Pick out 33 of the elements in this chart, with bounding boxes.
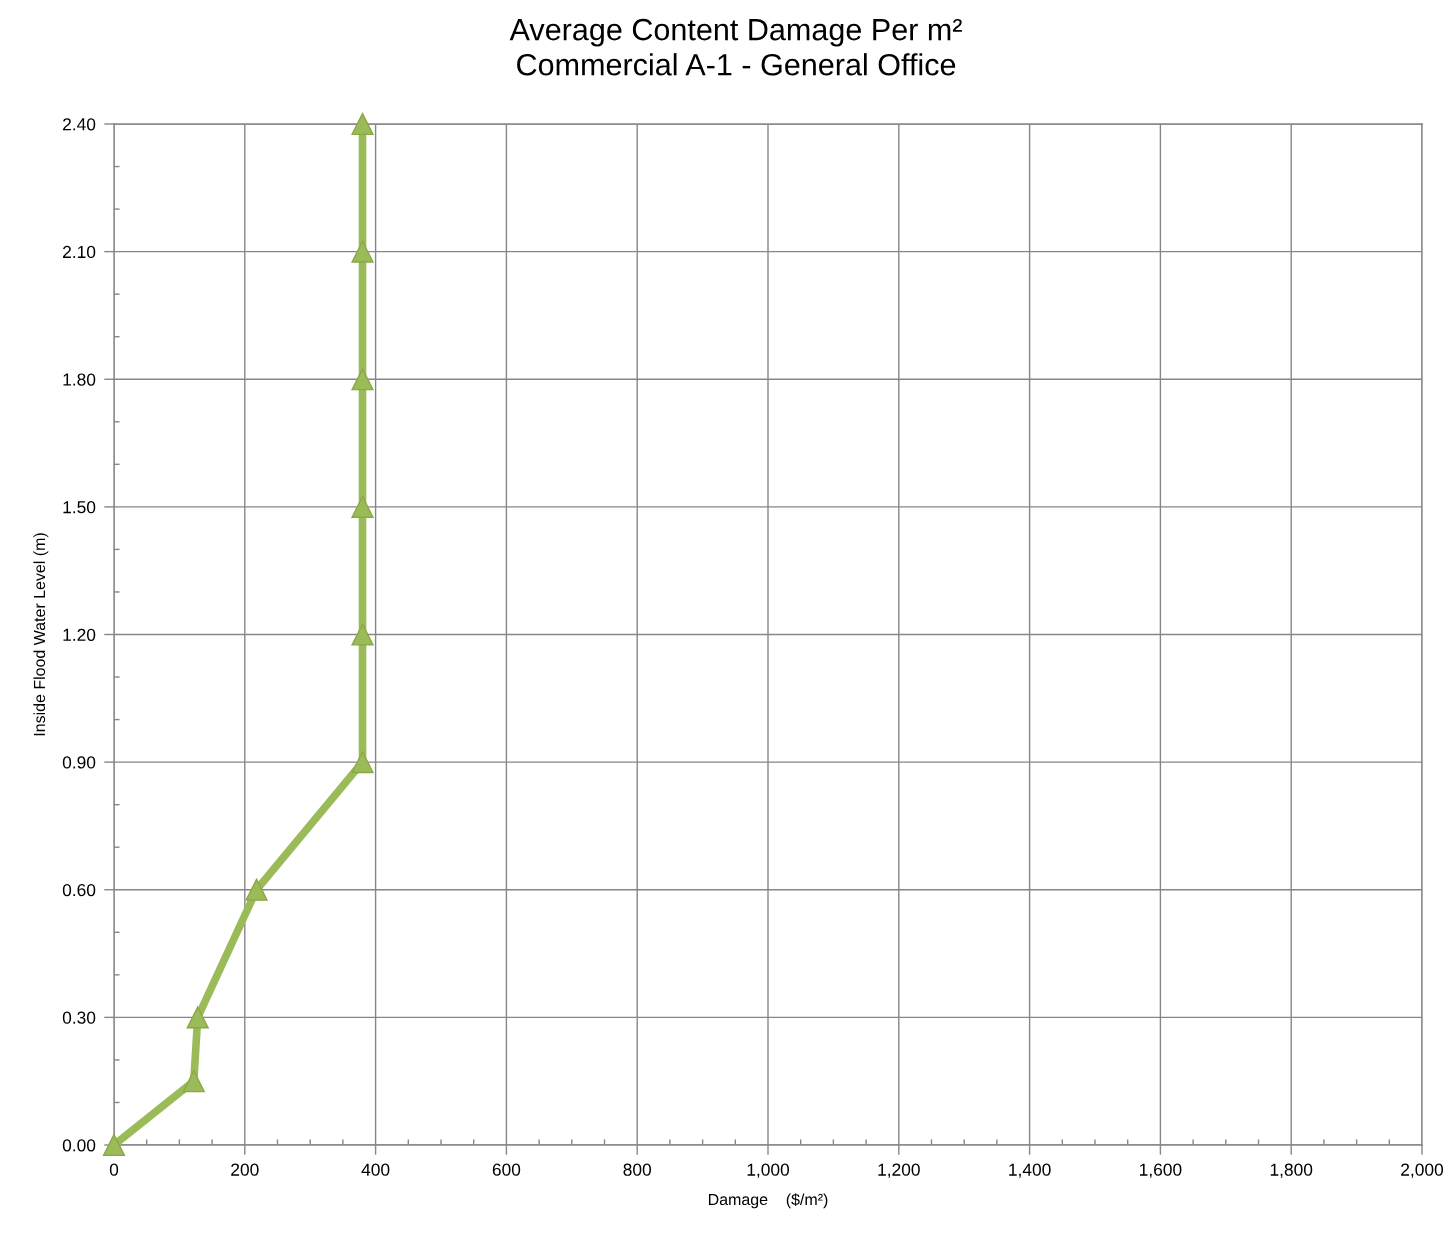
chart-title: Average Content Damage Per m² Commercial A-1 - General Office (509, 18, 962, 76)
x-axis-title: Damage ($/m²) (708, 1193, 828, 1209)
x-tick-label: 0 (109, 1163, 119, 1176)
point (102, 1133, 126, 1157)
x-tick-label: 600 (492, 1163, 521, 1176)
y-tick-label: 2.10 (63, 245, 96, 259)
y-tick-label: 0.30 (62, 1011, 96, 1024)
x-tick-label: 1,400 (1009, 1163, 1051, 1178)
y-axis-title: Inside Flood Water Level (m) (33, 533, 49, 736)
point (186, 1006, 209, 1029)
x-tick-label: 800 (623, 1163, 652, 1176)
point (182, 1070, 205, 1093)
y-tick-label: 1.20 (63, 628, 96, 641)
x-tick-label: 1,200 (878, 1163, 920, 1178)
y-tick-label: 0.00 (62, 1139, 96, 1152)
point (351, 240, 374, 263)
y-tick-label: 0.90 (62, 756, 96, 769)
point (351, 368, 374, 391)
x-tick-label: 200 (231, 1163, 259, 1176)
point (351, 751, 374, 774)
x-tick-label: 1,800 (1270, 1163, 1313, 1178)
point (351, 112, 374, 136)
point (351, 495, 374, 518)
x-tick-label: 1,600 (1140, 1163, 1182, 1178)
y-tick-label: 1.80 (63, 373, 96, 386)
y-tick-label: 0.60 (62, 883, 96, 897)
point (245, 878, 268, 901)
y-tick-label: 1.50 (63, 501, 96, 514)
y-tick-label: 2.40 (63, 118, 96, 131)
point (351, 623, 374, 646)
x-tick-label: 1,000 (747, 1163, 790, 1178)
x-tick-label: 2,000 (1401, 1163, 1444, 1178)
x-tick-label: 400 (361, 1163, 390, 1176)
